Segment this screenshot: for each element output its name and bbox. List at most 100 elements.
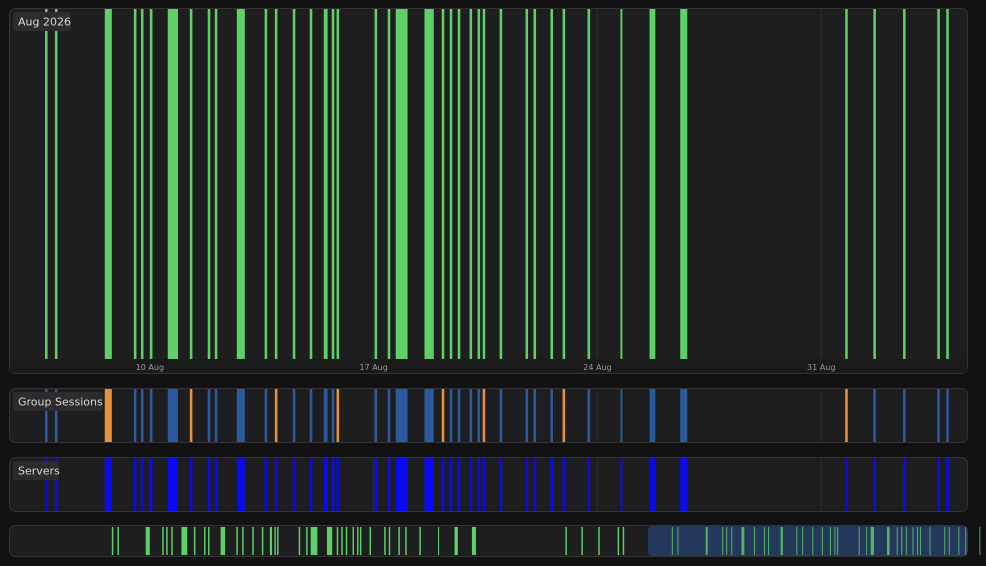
group-bar <box>525 389 529 442</box>
server-bar <box>189 458 193 511</box>
group-bar <box>562 389 566 442</box>
lane-badge <box>13 461 59 480</box>
server-bar <box>274 458 278 511</box>
group-bar <box>214 389 218 442</box>
overview-bar <box>384 527 386 555</box>
session-bar <box>54 9 58 359</box>
overview-bar <box>357 527 359 555</box>
group-bar <box>133 389 137 442</box>
group-bar <box>264 389 268 442</box>
server-bar <box>482 458 486 511</box>
group-bar <box>550 389 553 442</box>
overview-bar <box>780 527 783 555</box>
overview-bar <box>948 527 950 555</box>
overview-bar <box>917 527 919 555</box>
group-bar <box>424 389 434 442</box>
overview-bar <box>220 527 226 555</box>
group-bar <box>680 389 688 442</box>
overview-bar <box>345 527 348 555</box>
group-bar <box>441 389 445 442</box>
session-bar <box>323 9 328 359</box>
session-bar <box>214 9 218 359</box>
server-bar <box>424 458 434 511</box>
group-bar <box>449 389 453 442</box>
session-bar <box>45 9 48 359</box>
overview-window <box>648 526 967 556</box>
group-bar <box>845 389 848 442</box>
server-bar <box>214 458 218 511</box>
overview-bar <box>166 527 168 555</box>
overview-bar <box>677 527 679 555</box>
overview-bar <box>812 527 814 555</box>
server-bar <box>441 458 445 511</box>
server-bar <box>620 458 623 511</box>
group-bar <box>374 389 378 442</box>
overview-bar <box>912 527 914 555</box>
overview-bar <box>731 527 733 555</box>
session-bar <box>469 9 473 359</box>
session-bar <box>424 9 434 359</box>
server-bar <box>499 458 503 511</box>
month-label: Aug 2026 <box>18 16 71 29</box>
session-bar <box>937 9 940 359</box>
session-bar <box>873 9 876 359</box>
group-bar <box>207 389 211 442</box>
server-bar <box>104 458 112 511</box>
server-bar <box>207 458 211 511</box>
axis-strip <box>10 359 967 373</box>
server-bar <box>562 458 566 511</box>
session-bar <box>331 9 335 359</box>
session-bar <box>562 9 566 359</box>
overview-bar <box>438 527 440 555</box>
server-bar <box>845 458 848 511</box>
session-bar <box>587 9 591 359</box>
overview-bar <box>870 527 875 555</box>
server-bar <box>140 458 144 511</box>
overview-bar <box>388 527 391 555</box>
server-bar <box>387 458 391 511</box>
server-bar <box>946 458 949 511</box>
overview-bar <box>252 527 254 555</box>
session-bar <box>292 9 296 359</box>
server-bar <box>587 458 591 511</box>
server-bar <box>54 458 58 511</box>
overview-bar <box>405 527 407 555</box>
session-bar <box>620 9 623 359</box>
overview-bar <box>398 527 400 555</box>
session-bar <box>236 9 245 359</box>
overview-bar <box>359 527 362 555</box>
session-bar <box>189 9 193 359</box>
session-bar <box>499 9 503 359</box>
overview-bar <box>261 527 264 555</box>
overview-bar <box>145 527 150 555</box>
server-bar <box>457 458 461 511</box>
server-bar <box>264 458 268 511</box>
overview-bar <box>722 527 724 555</box>
group-bar <box>292 389 296 442</box>
group-bar <box>387 389 391 442</box>
overview-bar <box>171 527 173 555</box>
session-bar <box>525 9 529 359</box>
session-bar <box>387 9 391 359</box>
session-bar <box>533 9 537 359</box>
overview-bar <box>598 527 600 555</box>
server-bar <box>550 458 553 511</box>
session-bar <box>133 9 137 359</box>
overview-bar <box>741 527 745 555</box>
group-bar <box>331 389 335 442</box>
server-bar <box>525 458 529 511</box>
overview-bar <box>306 527 308 555</box>
server-bar <box>331 458 335 511</box>
group-bar <box>620 389 623 442</box>
session-bar <box>946 9 949 359</box>
group-bar <box>104 389 112 442</box>
overview-bar <box>622 527 625 555</box>
overview-bar <box>208 527 210 555</box>
overview-bar <box>958 527 960 555</box>
overview-bar <box>905 527 907 555</box>
session-bar <box>477 9 481 359</box>
session-bar <box>149 9 153 359</box>
session-bar <box>309 9 313 359</box>
overview-bar <box>193 527 196 555</box>
